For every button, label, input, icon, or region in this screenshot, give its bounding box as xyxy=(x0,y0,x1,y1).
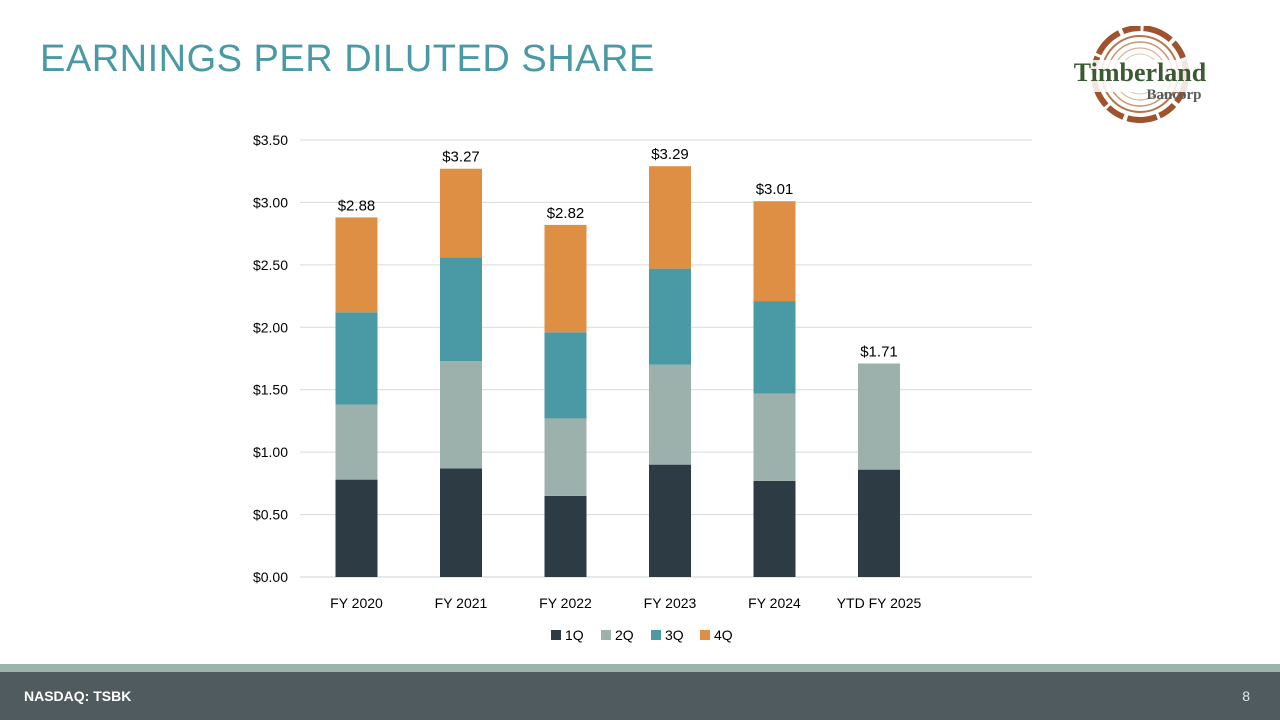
bar-1q-4 xyxy=(753,480,796,577)
total-label: $3.01 xyxy=(756,181,794,198)
bar-1q-1 xyxy=(440,468,482,577)
legend-swatch-4q xyxy=(700,630,710,640)
y-tick-label: $0.00 xyxy=(253,569,288,585)
slide-title: EARNINGS PER DILUTED SHARE xyxy=(40,38,655,80)
legend-label-1q: 1Q xyxy=(565,627,584,643)
bar-2q-5 xyxy=(858,363,900,470)
bars xyxy=(335,166,900,577)
total-label: $3.27 xyxy=(442,149,480,166)
legend-swatch-2q xyxy=(601,630,611,640)
legend: 1Q 2Q 3Q 4Q xyxy=(551,627,733,643)
x-tick-label: FY 2024 xyxy=(748,595,801,611)
bar-3q-1 xyxy=(440,257,482,361)
y-tick-label: $3.00 xyxy=(253,194,288,210)
page-number: 8 xyxy=(1242,688,1250,704)
company-logo: Timberland Bancorp xyxy=(1056,26,1226,123)
x-tick-label: FY 2022 xyxy=(539,595,592,611)
legend-label-3q: 3Q xyxy=(665,627,684,643)
bar-3q-0 xyxy=(335,312,378,405)
legend-swatch-3q xyxy=(651,630,661,640)
tree-ring-icon xyxy=(1056,26,1226,123)
y-tick-label: $3.50 xyxy=(253,132,288,148)
total-label: $1.71 xyxy=(860,343,898,360)
total-label: $2.82 xyxy=(547,205,585,222)
legend-label-2q: 2Q xyxy=(615,627,634,643)
bar-1q-5 xyxy=(858,469,900,577)
bar-4q-1 xyxy=(440,168,482,258)
bar-1q-2 xyxy=(544,495,587,577)
logo-name-line1: Timberland xyxy=(1074,58,1207,87)
x-tick-label: FY 2020 xyxy=(330,595,383,611)
bar-4q-4 xyxy=(753,201,796,302)
total-label: $2.88 xyxy=(338,197,376,214)
bar-2q-3 xyxy=(649,364,691,465)
y-tick-label: $1.00 xyxy=(253,444,288,460)
bar-2q-1 xyxy=(440,360,482,469)
footer-bar: NASDAQ: TSBK 8 xyxy=(0,672,1280,720)
bar-2q-2 xyxy=(544,418,587,496)
bar-4q-2 xyxy=(544,224,587,333)
bar-1q-0 xyxy=(335,479,378,577)
y-tick-label: $2.50 xyxy=(253,257,288,273)
y-tick-label: $1.50 xyxy=(253,382,288,398)
x-tick-label: FY 2023 xyxy=(644,595,697,611)
bar-3q-3 xyxy=(649,268,691,365)
bar-1q-3 xyxy=(649,464,691,577)
bar-2q-0 xyxy=(335,404,378,480)
x-tick-label: YTD FY 2025 xyxy=(837,595,922,611)
y-tick-label: $0.50 xyxy=(253,507,288,523)
bar-4q-0 xyxy=(335,217,378,313)
x-axis-tick-labels: FY 2020 FY 2021 FY 2022 FY 2023 FY 2024 YTD F… xyxy=(330,595,921,611)
total-label: $3.29 xyxy=(651,146,689,163)
y-axis-tick-labels: $0.00 $0.50 $1.00 $1.50 $2.00 $2.50 $3.00 $3.50 xyxy=(253,132,288,585)
total-labels: $2.88 $3.27 $2.82 $3.29 $3.01 $1.71 xyxy=(338,146,898,360)
bar-4q-3 xyxy=(649,166,691,269)
legend-label-4q: 4Q xyxy=(714,627,733,643)
eps-stacked-bar-chart: $0.00 $0.50 $1.00 $1.50 $2.00 $2.50 $3.00 $3.50… xyxy=(253,132,1032,643)
bar-3q-4 xyxy=(753,301,796,394)
legend-swatch-1q xyxy=(551,630,561,640)
ticker-label: NASDAQ: TSBK xyxy=(24,688,132,704)
bar-3q-2 xyxy=(544,332,587,419)
y-tick-label: $2.00 xyxy=(253,319,288,335)
logo-name-line2: Bancorp xyxy=(1146,87,1201,103)
footer-accent-band xyxy=(0,664,1280,672)
x-tick-label: FY 2021 xyxy=(435,595,488,611)
bar-2q-4 xyxy=(753,393,796,481)
